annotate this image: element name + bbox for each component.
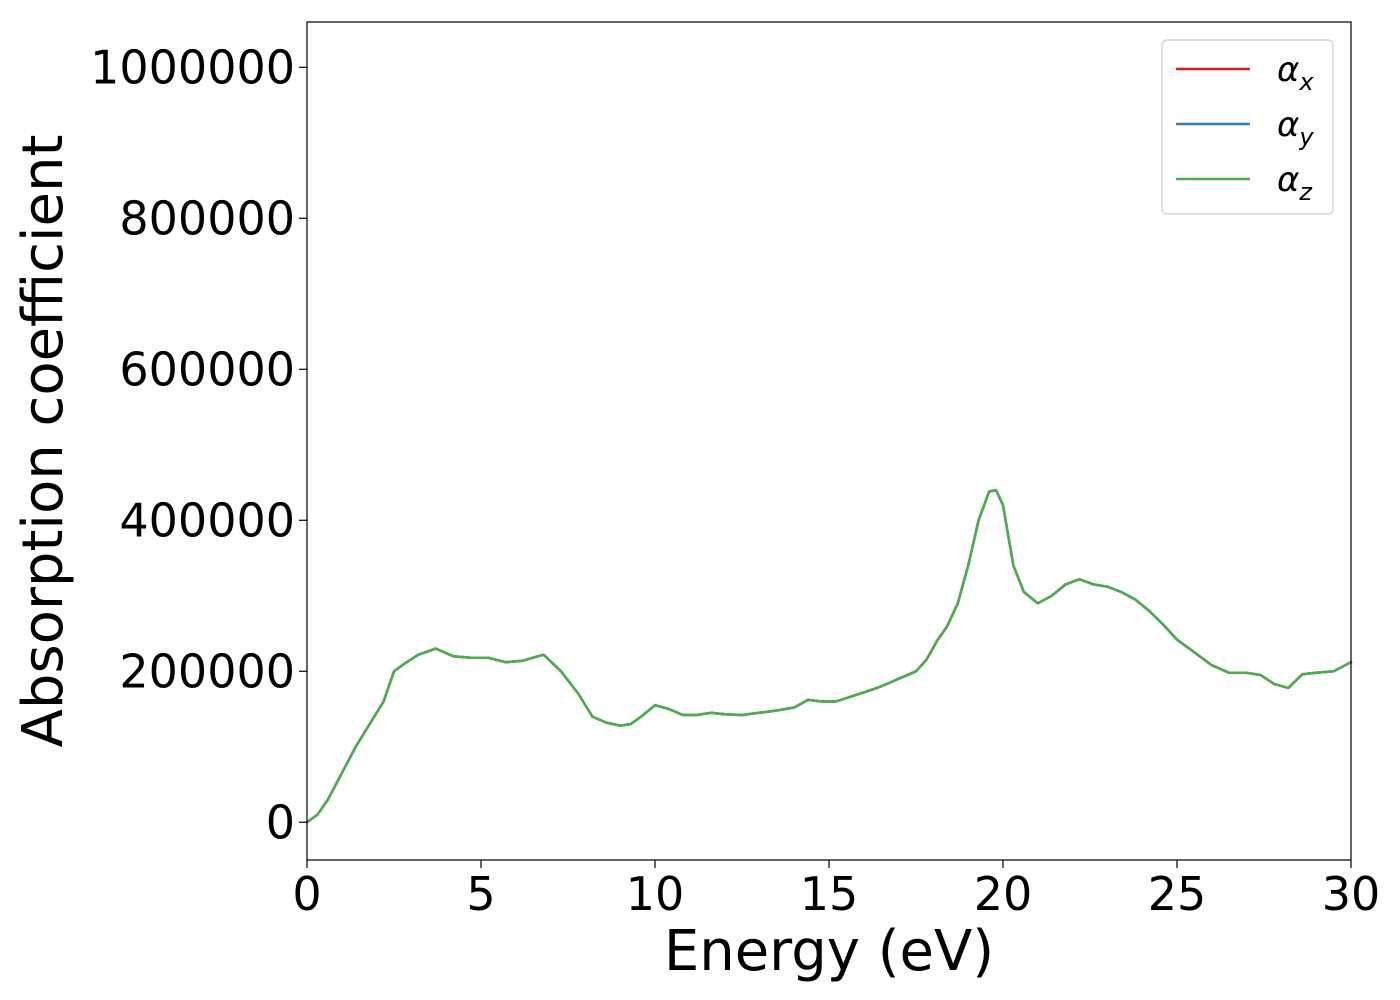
y-tick-label: 600000	[119, 342, 295, 396]
x-tick-label: 0	[292, 867, 321, 921]
legend-label-1: αy	[1277, 105, 1314, 151]
x-axis-title: Energy (eV)	[664, 919, 994, 984]
x-axis-ticks: 0 5 10 15 20 25 30	[292, 860, 1380, 921]
x-tick-label: 15	[800, 867, 859, 921]
y-tick-label: 400000	[119, 493, 295, 547]
x-tick-label: 5	[466, 867, 495, 921]
series-line-2	[305, 488, 1353, 824]
x-tick-label: 30	[1322, 867, 1381, 921]
legend-label-0: αx	[1277, 50, 1314, 96]
legend-box	[1161, 39, 1334, 215]
series-layer	[305, 488, 1353, 824]
x-tick-label: 25	[1148, 867, 1207, 921]
legend: αx αy αz	[1161, 39, 1334, 215]
y-axis-title: Absorption coefficient	[11, 135, 76, 748]
y-tick-label: 200000	[119, 644, 295, 698]
x-tick-label: 20	[974, 867, 1033, 921]
y-tick-label: 1000000	[90, 40, 295, 94]
x-tick-label: 10	[626, 867, 685, 921]
y-tick-label: 800000	[119, 191, 295, 245]
y-axis-ticks: 0 200000 400000 600000 800000 1000000	[90, 40, 307, 849]
y-tick-label: 0	[266, 795, 295, 849]
legend-label-2: αz	[1277, 160, 1313, 206]
